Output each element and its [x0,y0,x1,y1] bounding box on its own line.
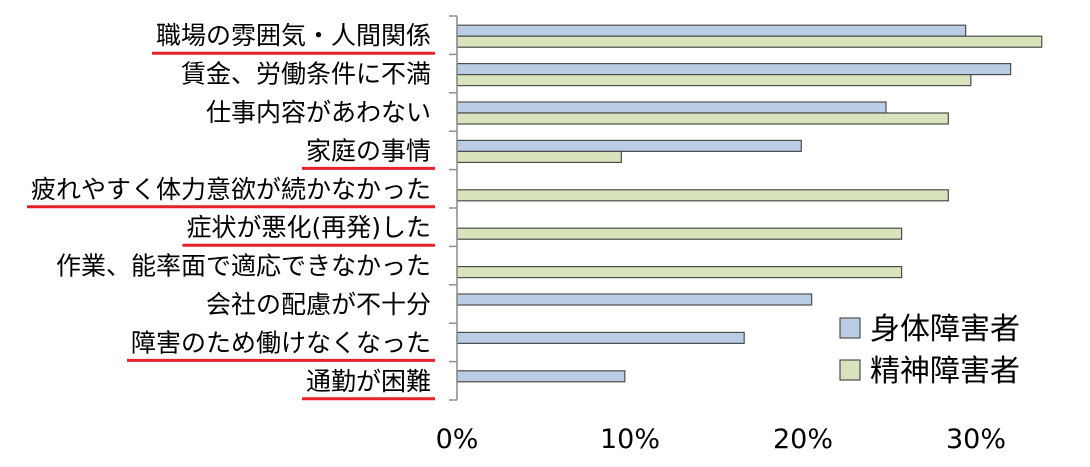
category-label: 仕事内容があわない [206,98,431,127]
legend-label: 精神障害者 [870,354,1020,389]
category-label: 障害のため働けなくなった [131,328,431,357]
category-labels: 職場の雰囲気・人間関係賃金、労働条件に不満仕事内容があわない家庭の事情疲れやすく… [26,21,435,401]
bar-mental-4 [456,189,949,202]
bar-mental-3 [456,150,622,163]
bar-physical-0 [456,24,967,37]
x-tick-labels: 0% 10% 20% 30% [436,424,1006,455]
category-label: 症状が悪化(再発)した [186,213,431,242]
bar-mental-1 [456,73,972,87]
bar-physical-9 [456,370,626,383]
y-axis-category-ticks [449,15,457,401]
bar-mental-5 [456,227,903,240]
category-label: 作業、能率面で適応できなかった [56,252,431,281]
x-tick-label: 0% [436,424,479,455]
legend-swatch [839,317,861,339]
bar-mental-0 [456,35,1043,48]
x-tick-label: 30% [946,424,1006,455]
bar-physical-1 [456,62,1012,76]
bar-mental-6 [456,266,903,279]
category-label: 通勤が困難 [306,367,431,396]
category-label: 家庭の事情 [306,136,431,165]
bar-physical-8 [456,331,745,344]
bar-physical-3 [456,139,802,152]
category-label: 会社の配慮が不十分 [206,290,431,319]
legend-swatch [839,359,861,381]
bar-physical-2 [456,101,887,114]
bars-group [456,24,1043,383]
x-tick-label: 20% [773,424,833,455]
legend-label: 身体障害者 [870,312,1020,347]
category-label: 賃金、労働条件に不満 [181,60,431,89]
category-label: 職場の雰囲気・人間関係 [156,21,431,50]
category-label: 疲れやすく体力意欲が続かなかった [31,175,431,204]
bar-mental-2 [456,112,949,125]
x-tick-label: 10% [600,424,660,455]
bar-physical-7 [456,293,813,306]
